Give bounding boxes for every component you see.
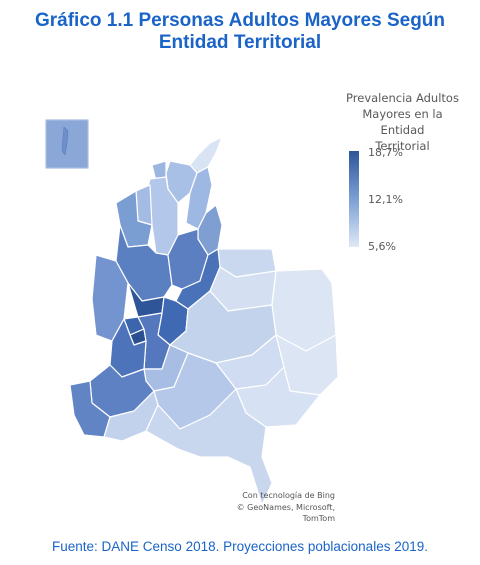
island-san-andres [61, 126, 69, 156]
chart-title-line-2: Entidad Territorial [158, 32, 322, 53]
legend-max-label: 18,7% [368, 146, 403, 159]
legend-title-line-3: Territorial [375, 139, 430, 153]
legend-min-label: 5,6% [368, 240, 396, 253]
map-svg [45, 119, 339, 506]
legend-title-line-1: Prevalencia Adultos [346, 91, 459, 105]
legend-color-scale [349, 151, 359, 247]
legend-mid-label: 12,1% [368, 193, 403, 206]
region-amazonas [145, 388, 273, 506]
map-credit-line-2: © GeoNames, Microsoft, TomTom [236, 503, 335, 523]
chart-title-line-1: Gráfico 1.1 Personas Adultos Mayores Seg… [34, 10, 446, 31]
chart-title: Gráfico 1.1 Personas Adultos Mayores Seg… [0, 10, 480, 54]
legend-title: Prevalencia Adultos Mayores en la Entida… [345, 90, 460, 154]
map-credit-line-1: Con tecnología de Bing [242, 491, 335, 500]
legend-title-line-2: Mayores en la Entidad [362, 107, 443, 137]
source-note: Fuente: DANE Censo 2018. Proyecciones po… [52, 539, 428, 554]
choropleth-map [40, 85, 440, 525]
